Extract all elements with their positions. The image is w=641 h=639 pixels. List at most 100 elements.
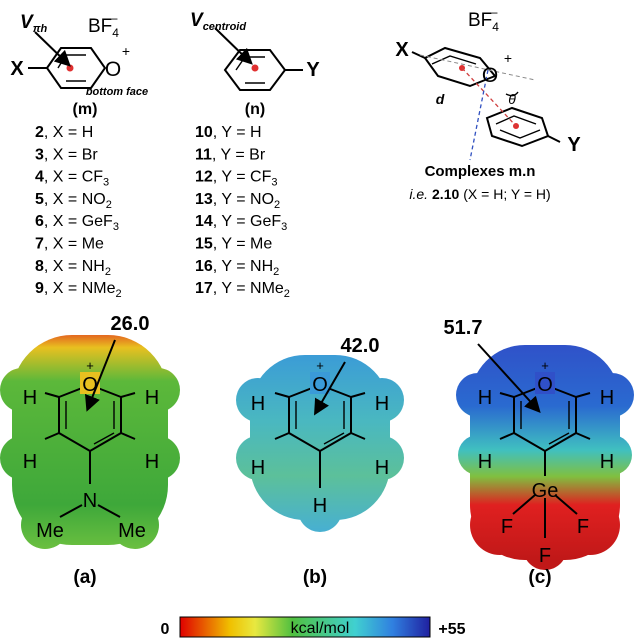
map-caption: (a)	[73, 567, 96, 588]
counterion-sup: −	[111, 12, 118, 26]
atom-label: H	[23, 387, 37, 409]
entry-text: , Y = H	[213, 124, 262, 141]
atom-label: F	[539, 545, 551, 567]
entry-text: , Y = CF	[213, 169, 272, 186]
atom-label: H	[23, 451, 37, 473]
substituent-entry: 7, X = Me	[35, 236, 104, 253]
substituent-entry: 11, Y = Br	[195, 146, 266, 163]
colorbar-max: +55	[438, 621, 465, 638]
entry-subscript: 3	[113, 221, 119, 233]
compound-number: 11	[195, 146, 212, 163]
substituent-entry: 12, Y = CF3	[195, 169, 277, 189]
entry-text: , X = GeF	[44, 213, 113, 230]
charge: +	[541, 358, 549, 373]
substituent-entry: 10, Y = H	[195, 124, 262, 141]
arene-scheme	[215, 28, 303, 90]
substituent-x: X	[10, 58, 24, 80]
compound-number: 2	[35, 124, 44, 141]
example-rest: (X = H; Y = H)	[463, 186, 550, 202]
entry-text: , Y = NMe	[213, 280, 284, 297]
entry-text: , Y = GeF	[213, 213, 282, 230]
atom-label: H	[478, 451, 492, 473]
figure: VπhBF4−XO+bottom face(m)VcentroidY(n)2, …	[0, 0, 641, 639]
substituent-entry: 16, Y = NH2	[195, 258, 279, 278]
entry-text: , X = NMe	[44, 280, 116, 297]
entry-text: , X = H	[44, 124, 93, 141]
oxygen: O	[82, 374, 98, 396]
atom-label: H	[600, 387, 614, 409]
example-id: 2.10	[432, 186, 459, 202]
atom-label: Me	[118, 520, 146, 542]
entry-text: , Y = Br	[212, 146, 266, 163]
atom-label: H	[145, 387, 159, 409]
charge: +	[316, 358, 324, 373]
distance-d: d	[436, 91, 445, 107]
entry-subscript: 3	[271, 177, 277, 189]
potential-label: Vπh	[20, 12, 48, 35]
caption-m: (m)	[73, 101, 98, 118]
entry-text: , X = CF	[44, 169, 103, 186]
counterion-sub: 4	[492, 20, 499, 34]
charge: +	[122, 43, 130, 59]
counterion-sub: 4	[112, 26, 119, 40]
example-prefix: i.e.	[409, 186, 428, 202]
counterion: BF4−	[88, 12, 119, 40]
entry-text: , X = Br	[44, 146, 98, 163]
substituent-entry: 3, X = Br	[35, 146, 98, 163]
atom-label: H	[313, 495, 327, 517]
caption-n: (n)	[245, 101, 265, 118]
compound-number: 9	[35, 280, 44, 297]
compound-number: 5	[35, 191, 44, 208]
complex-title: Complexes m.n	[425, 163, 536, 180]
entry-text: , X = Me	[44, 236, 104, 253]
entry-text: , Y = NH	[213, 258, 273, 275]
compound-number: 15	[195, 236, 213, 253]
entry-subscript: 2	[274, 199, 280, 211]
substituent-entry: 6, X = GeF3	[35, 213, 119, 233]
angle-theta: θ	[508, 91, 516, 107]
potential-value: 51.7	[444, 317, 483, 339]
atom-label: Me	[36, 520, 64, 542]
map-caption: (b)	[303, 567, 327, 588]
entry-subscript: 2	[105, 266, 111, 278]
entry-subscript: 3	[281, 221, 287, 233]
bottom-face: bottom face	[86, 86, 148, 98]
complex-example: i.e.2.10(X = H; Y = H)	[409, 186, 550, 202]
atom-label: H	[375, 393, 389, 415]
entry-subscript: 2	[115, 288, 121, 300]
substituent-entry: 9, X = NMe2	[35, 280, 122, 300]
atom-label: H	[251, 393, 265, 415]
entry-text: , X = NO	[44, 191, 106, 208]
counterion-base: BF	[468, 10, 492, 31]
entry-subscript: 2	[273, 266, 279, 278]
substituent-entry: 15, Y = Me	[195, 236, 272, 253]
potential-value: 26.0	[111, 313, 150, 335]
substituent-entry: 2, X = H	[35, 124, 93, 141]
substituent-y: Y	[306, 59, 320, 81]
substituent-entry: 5, X = NO2	[35, 191, 112, 211]
substituent-entry: 4, X = CF3	[35, 169, 109, 189]
atom-label: H	[145, 451, 159, 473]
compound-number: 13	[195, 191, 213, 208]
compound-number: 14	[195, 213, 213, 230]
atom-label: H	[251, 457, 265, 479]
counterion-base: BF	[88, 16, 112, 37]
entry-subscript: 2	[284, 288, 290, 300]
compound-number: 8	[35, 258, 44, 275]
oxygen: O	[537, 374, 553, 396]
atom-label: H	[600, 451, 614, 473]
substituent-entry: 8, X = NH2	[35, 258, 111, 278]
entry-text: , Y = Me	[213, 236, 273, 253]
entry-subscript: 2	[106, 199, 112, 211]
compound-number: 16	[195, 258, 213, 275]
colorbar-min: 0	[161, 621, 170, 638]
compound-number: 12	[195, 169, 213, 186]
compound-number: 3	[35, 146, 44, 163]
atom-label: H	[478, 387, 492, 409]
pyrylium-scheme	[28, 32, 105, 88]
substituent-entry: 13, Y = NO2	[195, 191, 280, 211]
entry-text: , X = NH	[44, 258, 105, 275]
complex-charge: +	[504, 50, 512, 66]
atom-label: H	[375, 457, 389, 479]
v-subscript: πh	[33, 23, 48, 35]
